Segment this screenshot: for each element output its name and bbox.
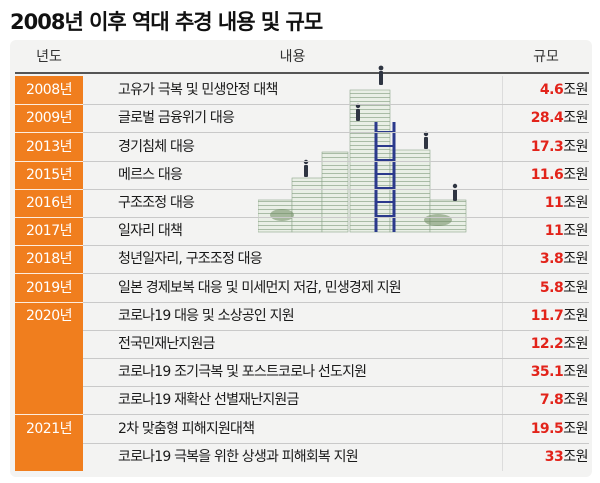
scale-cell: 11.7조원 <box>530 303 589 329</box>
year-cell: 2018년 <box>25 251 73 268</box>
content-cell: 글로벌 금융위기 대응 <box>118 110 235 127</box>
amount-value: 7.8 <box>539 392 564 409</box>
content-cell: 코로나19 대응 및 소상공인 지원 <box>118 307 295 324</box>
row-divider <box>83 160 589 162</box>
row-divider <box>83 273 589 275</box>
header-scale: 규모 <box>533 49 559 65</box>
year-cell: 2015년 <box>25 166 73 183</box>
scale-cell: 3.8조원 <box>539 246 589 272</box>
row-divider <box>83 245 589 247</box>
amount-unit: 조원 <box>563 194 588 211</box>
amount-unit: 조원 <box>563 251 588 268</box>
scale-cell: 17.3조원 <box>530 134 589 160</box>
content-cell: 경기침체 대응 <box>118 138 195 155</box>
amount-unit: 조원 <box>563 110 588 127</box>
year-divider <box>15 188 83 190</box>
content-cell: 코로나19 조기극복 및 포스트코로나 선도지원 <box>118 364 367 381</box>
row-divider <box>83 188 589 190</box>
amount-unit: 조원 <box>563 448 588 465</box>
ladder-icon <box>374 122 396 232</box>
amount-unit: 조원 <box>563 420 588 437</box>
row-divider <box>83 329 589 331</box>
amount-value: 3.8 <box>539 251 564 268</box>
content-cell: 전국민재난지원금 <box>118 335 215 352</box>
amount-unit: 조원 <box>563 307 588 324</box>
year-cell: 2019년 <box>25 279 73 296</box>
amount-unit: 조원 <box>563 166 588 183</box>
money-stacks <box>258 89 467 233</box>
year-divider <box>15 217 83 218</box>
table-frame <box>10 40 592 477</box>
row-divider <box>83 358 589 359</box>
content-cell: 청년일자리, 구조조정 대응 <box>118 251 263 268</box>
row-divider <box>83 132 589 134</box>
year-cell: 2020년 <box>25 307 73 324</box>
year-divider <box>15 273 83 275</box>
scale-cell: 35.1조원 <box>530 359 589 385</box>
amount-value: 19.5 <box>530 420 564 437</box>
year-divider <box>15 160 83 162</box>
amount-value: 4.6 <box>539 82 564 99</box>
amount-value: 5.8 <box>539 279 564 296</box>
year-cell: 2016년 <box>25 194 73 211</box>
amount-unit: 조원 <box>563 364 588 381</box>
header-divider <box>15 72 589 74</box>
scale-cell: 11조원 <box>544 218 589 244</box>
chart-title: 2008년 이후 역대 추경 내용 및 규모 <box>10 10 323 34</box>
year-cell: 2013년 <box>25 138 73 155</box>
amount-value: 33 <box>544 448 564 465</box>
row-divider <box>83 414 589 416</box>
year-cell: 2017년 <box>25 223 73 240</box>
amount-unit: 조원 <box>563 335 588 352</box>
year-cell: 2021년 <box>25 420 73 437</box>
row-divider <box>83 386 589 388</box>
amount-unit: 조원 <box>563 279 588 296</box>
amount-unit: 조원 <box>563 138 588 155</box>
year-divider <box>15 245 83 247</box>
content-cell: 코로나19 재확산 선별재난지원금 <box>118 392 299 409</box>
amount-value: 11.7 <box>530 307 564 324</box>
header-year: 년도 <box>36 49 62 65</box>
amount-value: 35.1 <box>530 364 564 381</box>
row-divider <box>83 301 589 303</box>
year-divider <box>15 301 83 303</box>
amount-unit: 조원 <box>563 82 588 99</box>
amount-unit: 조원 <box>563 392 588 409</box>
content-cell: 일본 경제보복 대응 및 미세먼지 저감, 민생경제 지원 <box>118 279 402 296</box>
amount-value: 11 <box>544 194 564 211</box>
year-divider <box>15 414 83 416</box>
year-cell: 2009년 <box>25 110 73 127</box>
row-divider <box>83 442 589 444</box>
year-divider <box>15 104 83 106</box>
content-cell: 메르스 대응 <box>118 166 183 183</box>
year-cell: 2008년 <box>25 82 73 99</box>
row-divider <box>83 217 589 218</box>
content-cell: 일자리 대책 <box>118 223 183 240</box>
scale-cell: 11.6조원 <box>530 162 589 188</box>
money-stack-ladder-icon <box>258 65 467 233</box>
scale-cell: 28.4조원 <box>530 105 589 131</box>
header-content: 내용 <box>279 49 306 65</box>
amount-value: 28.4 <box>530 110 564 127</box>
scale-cell: 11조원 <box>544 190 589 216</box>
content-cell: 고유가 극복 및 민생안정 대책 <box>118 82 278 99</box>
amount-value: 11 <box>544 223 564 240</box>
amount-value: 17.3 <box>530 138 564 155</box>
scale-cell: 12.2조원 <box>530 331 589 357</box>
scale-cell: 19.5조원 <box>530 416 589 442</box>
row-divider <box>83 104 589 106</box>
amount-value: 12.2 <box>530 335 564 352</box>
scale-cell: 7.8조원 <box>539 387 589 413</box>
scale-cell: 4.6조원 <box>539 77 589 103</box>
scale-cell: 5.8조원 <box>539 275 589 301</box>
content-cell: 구조조정 대응 <box>118 194 195 211</box>
amount-unit: 조원 <box>563 223 588 240</box>
content-cell: 코로나19 극복을 위한 상생과 피해회복 지원 <box>118 448 359 465</box>
content-cell: 2차 맞춤형 피해지원대책 <box>118 420 255 437</box>
year-divider <box>15 132 83 134</box>
amount-value: 11.6 <box>530 166 564 183</box>
scale-cell: 33조원 <box>544 444 589 470</box>
